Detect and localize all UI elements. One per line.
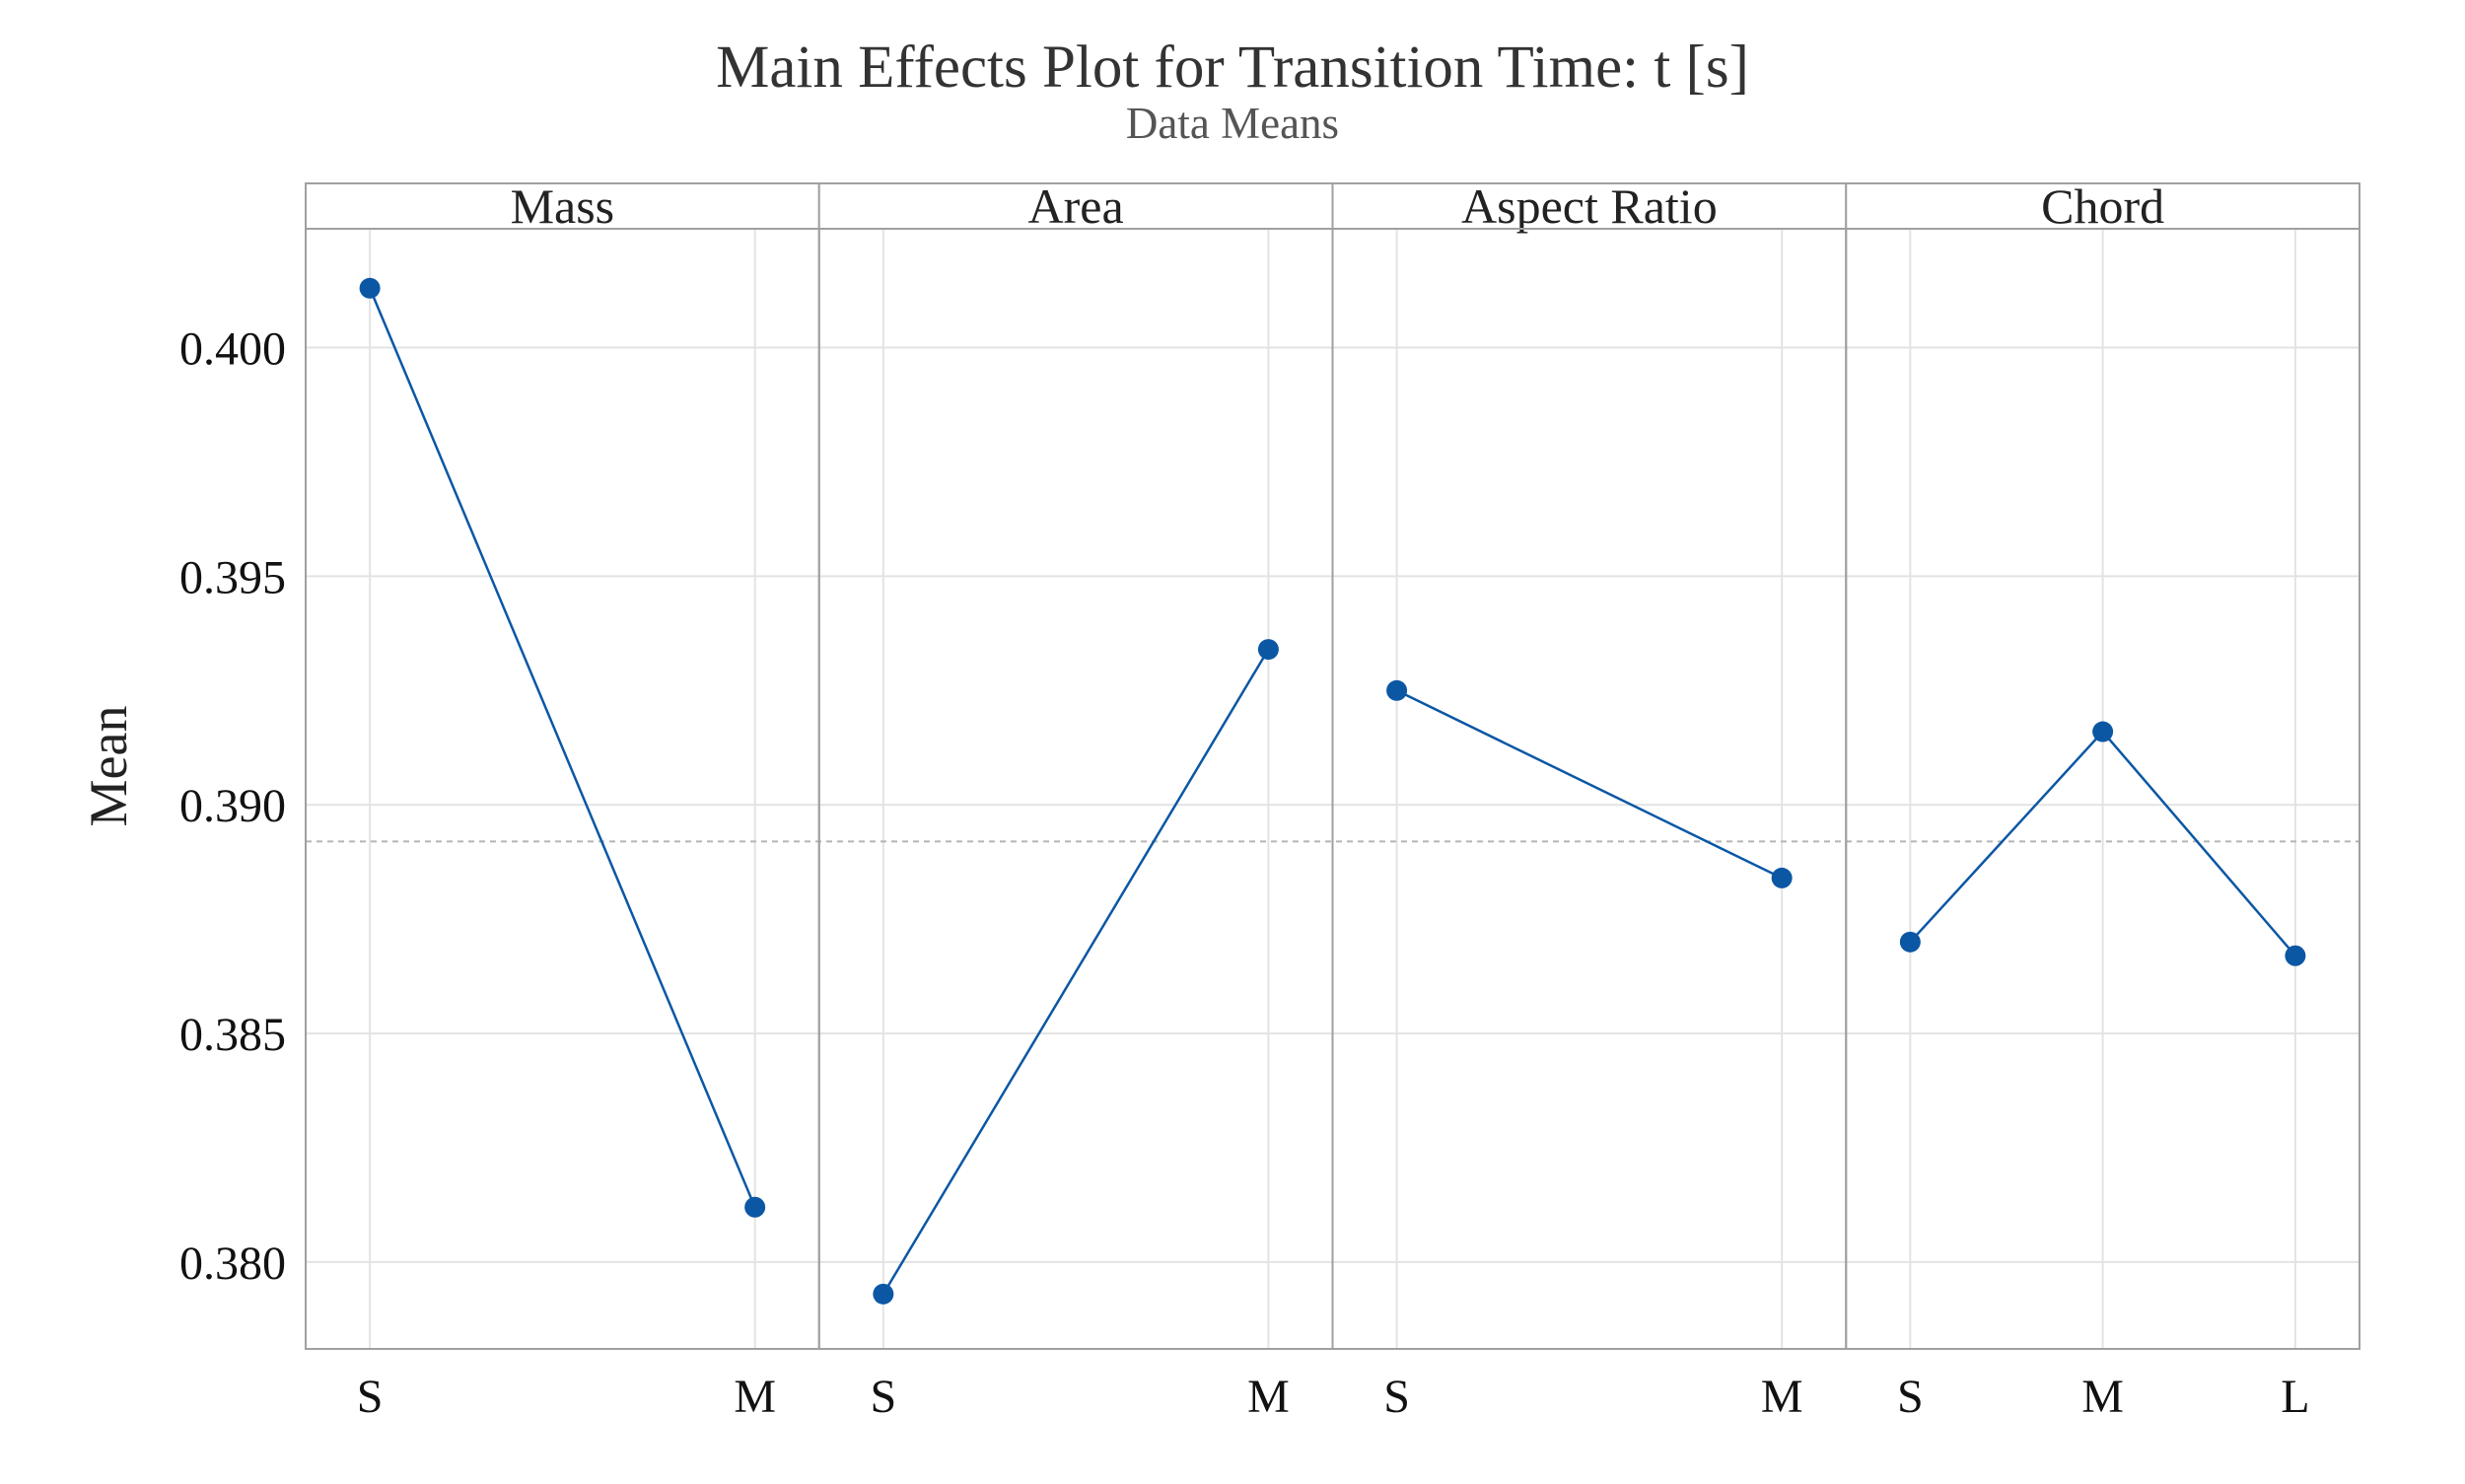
x-tick-label: L [2281,1371,2309,1423]
panel-frame [1845,228,2360,1350]
panel-strip [305,182,820,230]
panel-strip [1331,182,1848,230]
x-tick-label: S [1897,1371,1924,1423]
data-point [744,1196,766,1218]
series-line-mass [368,287,756,1208]
panel-strip-label: Mass [511,178,615,234]
y-tick-label: 0.400 [179,323,286,376]
x-tick-label: S [1383,1371,1410,1423]
x-tick-label: S [357,1371,384,1423]
x-tick-label: S [870,1371,896,1423]
x-tick-label: M [1247,1371,1290,1423]
y-tick-label: 0.395 [179,551,286,603]
x-tick-label: M [734,1371,776,1423]
data-point [2285,945,2306,966]
data-point [1899,931,1921,953]
panel-strip [817,182,1334,230]
data-point [1771,867,1793,888]
panel-strip [1845,182,2360,230]
panel-strip-label: Area [1028,178,1124,234]
y-tick-label: 0.385 [179,1009,286,1061]
y-tick-label: 0.390 [179,780,286,832]
panel-strip-label: Aspect Ratio [1461,178,1718,234]
series-line-aspect-ratio [1396,689,1783,880]
data-point [873,1283,894,1305]
data-point [1386,679,1408,701]
x-tick-label: M [2081,1371,2124,1423]
series-line-area [881,648,1270,1296]
y-tick-label: 0.380 [179,1237,286,1290]
y-axis-label: Mean [79,706,138,827]
panel-strip-label: Chord [2041,178,2164,234]
x-tick-label: M [1761,1371,1803,1423]
chart-title: Main Effects Plot for Transition Time: t… [716,35,1749,101]
data-point [2092,721,2114,742]
data-point [359,277,381,299]
data-point [1257,639,1279,661]
chart-subtitle: Data Means [1126,99,1339,148]
